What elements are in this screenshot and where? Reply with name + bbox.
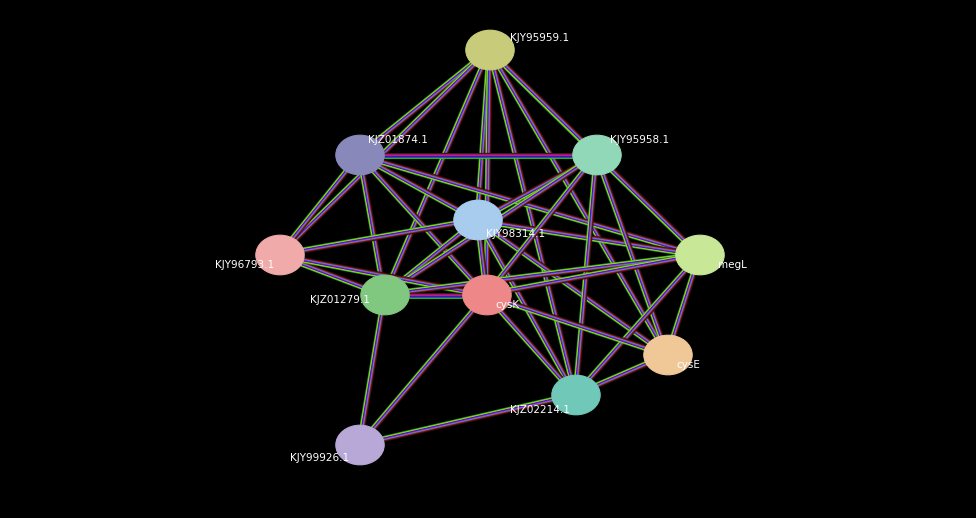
- Text: KJZ01874.1: KJZ01874.1: [368, 135, 427, 145]
- Ellipse shape: [256, 235, 305, 275]
- Ellipse shape: [675, 235, 724, 275]
- Ellipse shape: [551, 375, 600, 415]
- Ellipse shape: [463, 275, 511, 315]
- Text: KJZ02214.1: KJZ02214.1: [510, 405, 570, 415]
- Text: KJY95958.1: KJY95958.1: [610, 135, 670, 145]
- Text: KJY96793.1: KJY96793.1: [215, 260, 274, 270]
- Text: megL: megL: [718, 260, 747, 270]
- Text: cysK: cysK: [495, 300, 519, 310]
- Ellipse shape: [361, 275, 409, 315]
- Ellipse shape: [644, 335, 692, 375]
- Text: cysE: cysE: [676, 360, 700, 370]
- Ellipse shape: [573, 135, 621, 175]
- Ellipse shape: [454, 200, 503, 240]
- Text: KJY99926.1: KJY99926.1: [290, 453, 349, 463]
- Text: KJY98314.1: KJY98314.1: [486, 229, 546, 239]
- Text: KJZ01279.1: KJZ01279.1: [310, 295, 370, 305]
- Ellipse shape: [336, 135, 385, 175]
- Ellipse shape: [466, 30, 514, 70]
- Text: KJY95959.1: KJY95959.1: [510, 33, 569, 43]
- Ellipse shape: [336, 425, 385, 465]
